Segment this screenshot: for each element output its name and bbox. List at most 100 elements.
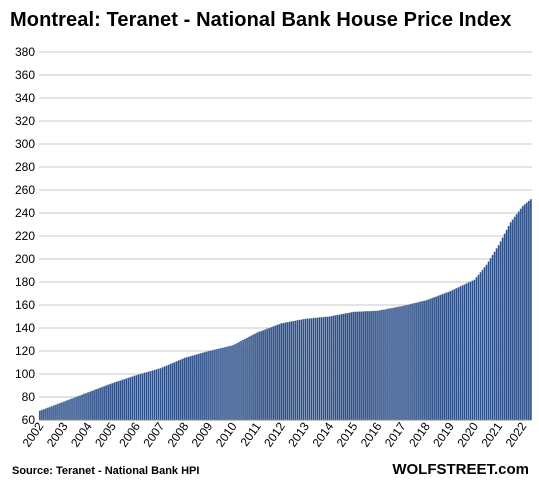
bar	[382, 309, 385, 421]
bar	[272, 326, 275, 421]
bar	[437, 295, 440, 421]
bar	[217, 348, 220, 421]
bar	[489, 258, 492, 421]
bar	[334, 315, 337, 421]
y-tick-label: 320	[15, 114, 35, 128]
bar	[310, 318, 313, 421]
bar	[517, 211, 520, 421]
bar	[304, 318, 307, 421]
bar	[209, 350, 212, 421]
bar	[328, 316, 331, 421]
bar	[318, 317, 321, 421]
bar	[397, 306, 399, 421]
bar	[441, 294, 444, 421]
bar	[485, 264, 488, 421]
x-tick-label: 2021	[478, 419, 505, 449]
x-tick-label: 2020	[454, 419, 481, 449]
bar	[417, 302, 420, 421]
y-tick-label: 340	[15, 91, 35, 105]
y-tick-label: 200	[15, 252, 35, 266]
x-tick-label: 2022	[503, 419, 530, 449]
bar	[312, 317, 315, 421]
bar	[358, 311, 361, 421]
bar	[523, 204, 526, 421]
bar	[232, 345, 234, 421]
bar	[256, 332, 259, 421]
bar	[473, 279, 476, 421]
y-tick-label: 280	[15, 160, 35, 174]
bar	[427, 299, 430, 421]
x-tick-label: 2010	[213, 419, 240, 449]
y-tick-label: 160	[15, 298, 35, 312]
bar	[165, 365, 168, 421]
bar	[447, 291, 450, 421]
bar	[153, 369, 156, 421]
bar	[246, 337, 249, 421]
bar	[268, 327, 271, 421]
bar	[344, 313, 347, 421]
bar	[455, 288, 458, 421]
bar	[223, 347, 226, 421]
bar	[529, 199, 532, 421]
bar	[266, 328, 269, 421]
bar	[525, 202, 528, 421]
bar	[159, 368, 162, 421]
x-tick-label: 2012	[261, 419, 288, 449]
bar	[123, 379, 126, 421]
bar	[388, 308, 391, 421]
bar	[308, 318, 311, 421]
bar	[346, 312, 349, 421]
bar	[521, 205, 524, 421]
bar	[203, 351, 206, 421]
bar	[145, 372, 148, 421]
bar	[157, 368, 160, 421]
bar	[227, 346, 230, 421]
bar	[284, 322, 287, 421]
y-tick-label: 100	[15, 367, 35, 381]
bar	[97, 388, 100, 421]
bar	[314, 317, 317, 421]
bar	[65, 400, 67, 421]
bar	[477, 274, 480, 421]
bar	[527, 200, 530, 421]
bar	[38, 410, 41, 421]
x-tick-label: 2006	[116, 419, 143, 449]
bar	[71, 398, 74, 421]
bar	[63, 401, 65, 421]
bar	[181, 358, 184, 421]
y-tick-label: 60	[22, 413, 36, 427]
bar	[83, 393, 86, 421]
bar	[42, 409, 45, 421]
bar	[378, 310, 381, 421]
bar	[409, 304, 412, 421]
bar	[445, 292, 448, 421]
bar	[111, 383, 114, 421]
bar	[338, 314, 341, 421]
bar	[274, 325, 277, 421]
bar	[73, 397, 76, 421]
bar	[497, 245, 500, 421]
bar	[189, 356, 192, 421]
bar	[459, 286, 462, 421]
bar	[348, 312, 351, 421]
bar	[336, 314, 339, 421]
bar	[407, 304, 410, 421]
bar	[451, 290, 454, 421]
bar	[75, 396, 78, 421]
bar	[211, 349, 214, 421]
bar	[300, 319, 303, 421]
bar	[501, 237, 504, 421]
bar	[483, 267, 486, 421]
y-tick-label: 140	[15, 321, 35, 335]
bar	[262, 330, 265, 421]
bar	[133, 375, 136, 421]
bar	[342, 313, 345, 421]
x-tick-label: 2007	[140, 419, 167, 449]
bar	[491, 254, 494, 421]
bar	[290, 321, 293, 421]
bar	[278, 324, 281, 421]
x-tick-label: 2019	[430, 419, 457, 449]
bar	[322, 316, 325, 421]
bar	[89, 391, 92, 421]
bar	[280, 323, 283, 421]
